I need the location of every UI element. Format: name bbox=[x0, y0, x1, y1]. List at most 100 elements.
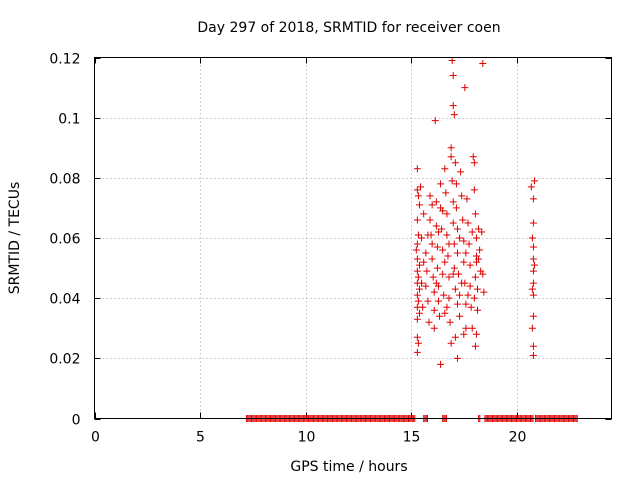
data-point bbox=[413, 165, 421, 173]
data-point bbox=[430, 306, 438, 314]
data-point bbox=[426, 192, 434, 200]
data-point bbox=[474, 306, 482, 314]
data-point bbox=[413, 291, 421, 299]
y-tick-label: 0.1 bbox=[58, 112, 80, 128]
data-point bbox=[529, 291, 537, 299]
data-point bbox=[437, 180, 445, 188]
data-point bbox=[413, 333, 421, 341]
data-point bbox=[442, 189, 450, 197]
data-point bbox=[414, 297, 422, 305]
x-tick-label: 15 bbox=[403, 430, 421, 446]
data-point bbox=[460, 237, 468, 245]
data-point bbox=[418, 234, 426, 242]
y-tick-label: 0.12 bbox=[49, 52, 80, 68]
data-point bbox=[528, 324, 536, 332]
data-point bbox=[463, 195, 471, 203]
data-point bbox=[448, 57, 456, 65]
data-point bbox=[415, 261, 423, 269]
data-point bbox=[529, 255, 537, 263]
data-point bbox=[414, 339, 422, 347]
x-tick-label: 0 bbox=[91, 430, 100, 446]
data-point bbox=[474, 285, 482, 293]
data-point bbox=[445, 294, 453, 302]
data-point bbox=[453, 300, 461, 308]
data-point bbox=[431, 117, 439, 125]
data-point bbox=[413, 216, 421, 224]
data-point bbox=[456, 234, 464, 242]
data-point bbox=[451, 159, 459, 167]
data-point bbox=[449, 219, 457, 227]
data-point bbox=[441, 309, 449, 317]
data-point bbox=[529, 312, 537, 320]
data-point bbox=[450, 264, 458, 272]
data-point bbox=[432, 279, 440, 287]
data-point bbox=[423, 267, 431, 275]
data-point bbox=[429, 273, 437, 281]
data-point bbox=[452, 204, 460, 212]
data-point bbox=[472, 330, 480, 338]
data-point bbox=[439, 207, 447, 215]
data-point bbox=[414, 192, 422, 200]
data-point bbox=[413, 240, 421, 248]
y-tick-label: 0 bbox=[72, 413, 81, 429]
data-point bbox=[437, 360, 445, 368]
data-point bbox=[458, 279, 466, 287]
data-point bbox=[528, 234, 536, 242]
data-point bbox=[439, 270, 447, 278]
data-point bbox=[450, 111, 458, 119]
data-point bbox=[417, 183, 425, 191]
data-point bbox=[530, 177, 538, 185]
chart-title: Day 297 of 2018, SRMTID for receiver coe… bbox=[197, 20, 500, 36]
data-point bbox=[446, 318, 454, 326]
data-point bbox=[449, 198, 457, 206]
data-point bbox=[449, 270, 457, 278]
data-point bbox=[430, 288, 438, 296]
data-point bbox=[441, 165, 449, 173]
data-point bbox=[458, 192, 466, 200]
data-point bbox=[443, 210, 451, 218]
data-point bbox=[447, 144, 455, 152]
data-point bbox=[426, 216, 434, 224]
data-point bbox=[425, 318, 433, 326]
data-point bbox=[428, 255, 436, 263]
data-point bbox=[428, 240, 436, 248]
data-point bbox=[529, 243, 537, 251]
data-point bbox=[412, 246, 420, 254]
data-point bbox=[443, 231, 451, 239]
data-point bbox=[413, 348, 421, 356]
data-point bbox=[530, 261, 538, 269]
data-point bbox=[436, 312, 444, 320]
data-point bbox=[449, 102, 457, 110]
data-point bbox=[444, 252, 452, 260]
data-point bbox=[457, 168, 465, 176]
data-point bbox=[419, 303, 427, 311]
data-point bbox=[413, 186, 421, 194]
data-point bbox=[529, 342, 537, 350]
data-point bbox=[529, 195, 537, 203]
data-point bbox=[529, 219, 537, 227]
data-point bbox=[415, 201, 423, 209]
data-point bbox=[468, 324, 476, 332]
data-point bbox=[451, 333, 459, 341]
y-tick-label: 0.02 bbox=[49, 352, 80, 368]
data-point bbox=[422, 249, 430, 257]
data-point bbox=[432, 198, 440, 206]
data-point bbox=[462, 324, 470, 332]
data-point bbox=[441, 258, 449, 266]
data-point bbox=[434, 228, 442, 236]
data-point bbox=[456, 312, 464, 320]
data-point bbox=[453, 225, 461, 233]
y-tick-label: 0.04 bbox=[49, 292, 80, 308]
data-point bbox=[433, 243, 441, 251]
x-tick-label: 5 bbox=[196, 430, 205, 446]
data-point bbox=[529, 267, 537, 275]
data-point bbox=[479, 60, 487, 68]
data-point bbox=[464, 291, 472, 299]
data-point bbox=[470, 159, 478, 167]
data-point bbox=[460, 330, 468, 338]
data-point bbox=[466, 282, 474, 290]
data-point bbox=[420, 210, 428, 218]
data-point bbox=[462, 300, 470, 308]
data-point bbox=[460, 258, 468, 266]
